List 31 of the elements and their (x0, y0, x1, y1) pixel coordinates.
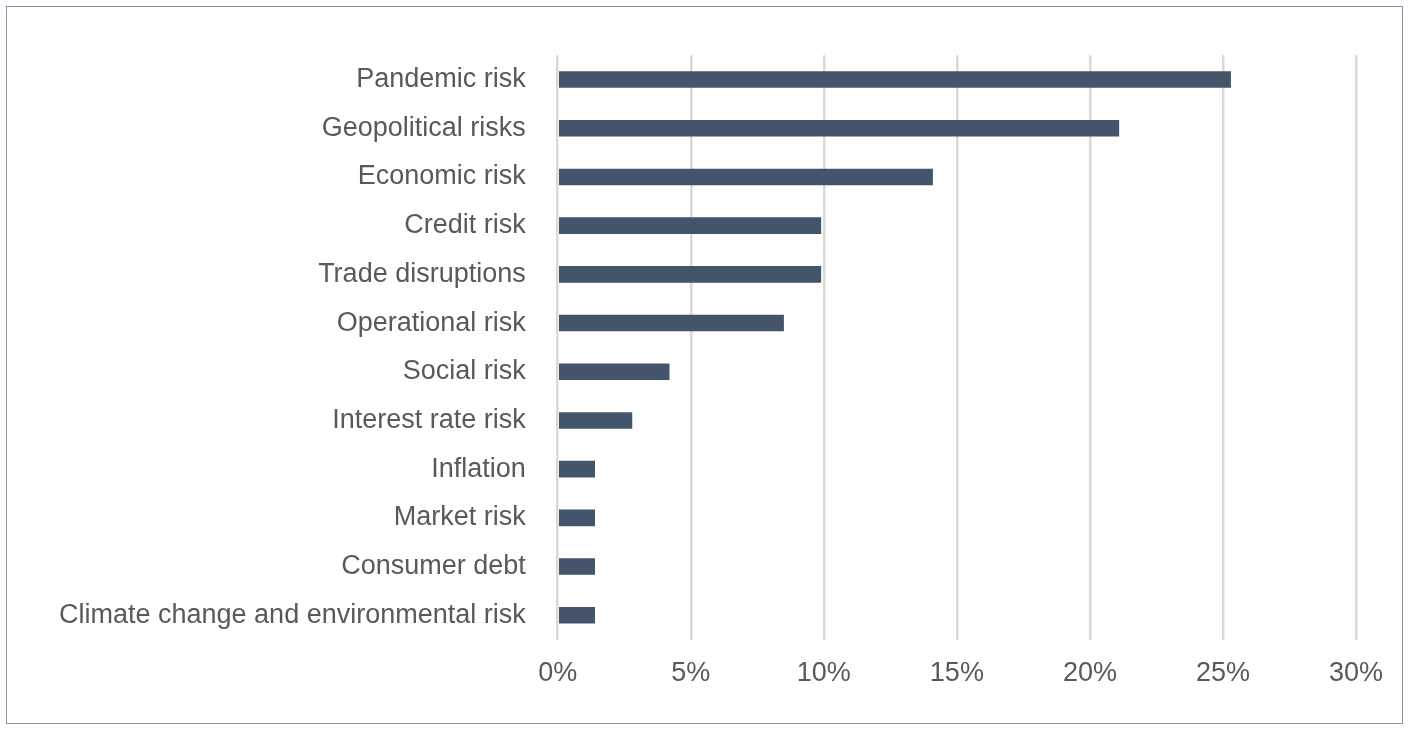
x-tick-label: 5% (671, 657, 711, 688)
bar (558, 460, 595, 478)
x-tick-label: 20% (1062, 657, 1117, 688)
y-tick-label: Market risk (393, 501, 527, 532)
y-tick-label: Operational risk (336, 306, 527, 337)
y-tick-label: Interest rate risk (332, 403, 527, 434)
bar (558, 314, 784, 332)
y-tick-label: Credit risk (404, 209, 527, 240)
bar (558, 119, 1120, 137)
bar (558, 558, 595, 575)
bar (558, 412, 633, 429)
bar (558, 363, 670, 381)
x-tick-label: 10% (796, 657, 851, 688)
x-tick-label: 30% (1328, 657, 1383, 688)
y-tick-label: Social risk (402, 355, 527, 386)
y-tick-label: Economic risk (357, 160, 527, 191)
x-tick-label: 25% (1195, 657, 1250, 688)
y-tick-label: Pandemic risk (356, 63, 527, 93)
bar (558, 509, 595, 527)
y-tick-label: Climate change and environmental risk (58, 598, 527, 629)
y-tick-label: Geopolitical risks (321, 111, 526, 142)
bar (558, 266, 822, 283)
y-tick-label: Consumer debt (341, 550, 527, 580)
x-tick-label: 15% (929, 657, 984, 688)
bar (558, 217, 822, 234)
bar (558, 71, 1231, 88)
y-tick-label: Trade disruptions (318, 257, 526, 288)
bar (558, 606, 595, 624)
bar (558, 168, 933, 186)
x-tick-label: 0% (538, 657, 578, 688)
y-tick-label: Inflation (431, 452, 526, 483)
